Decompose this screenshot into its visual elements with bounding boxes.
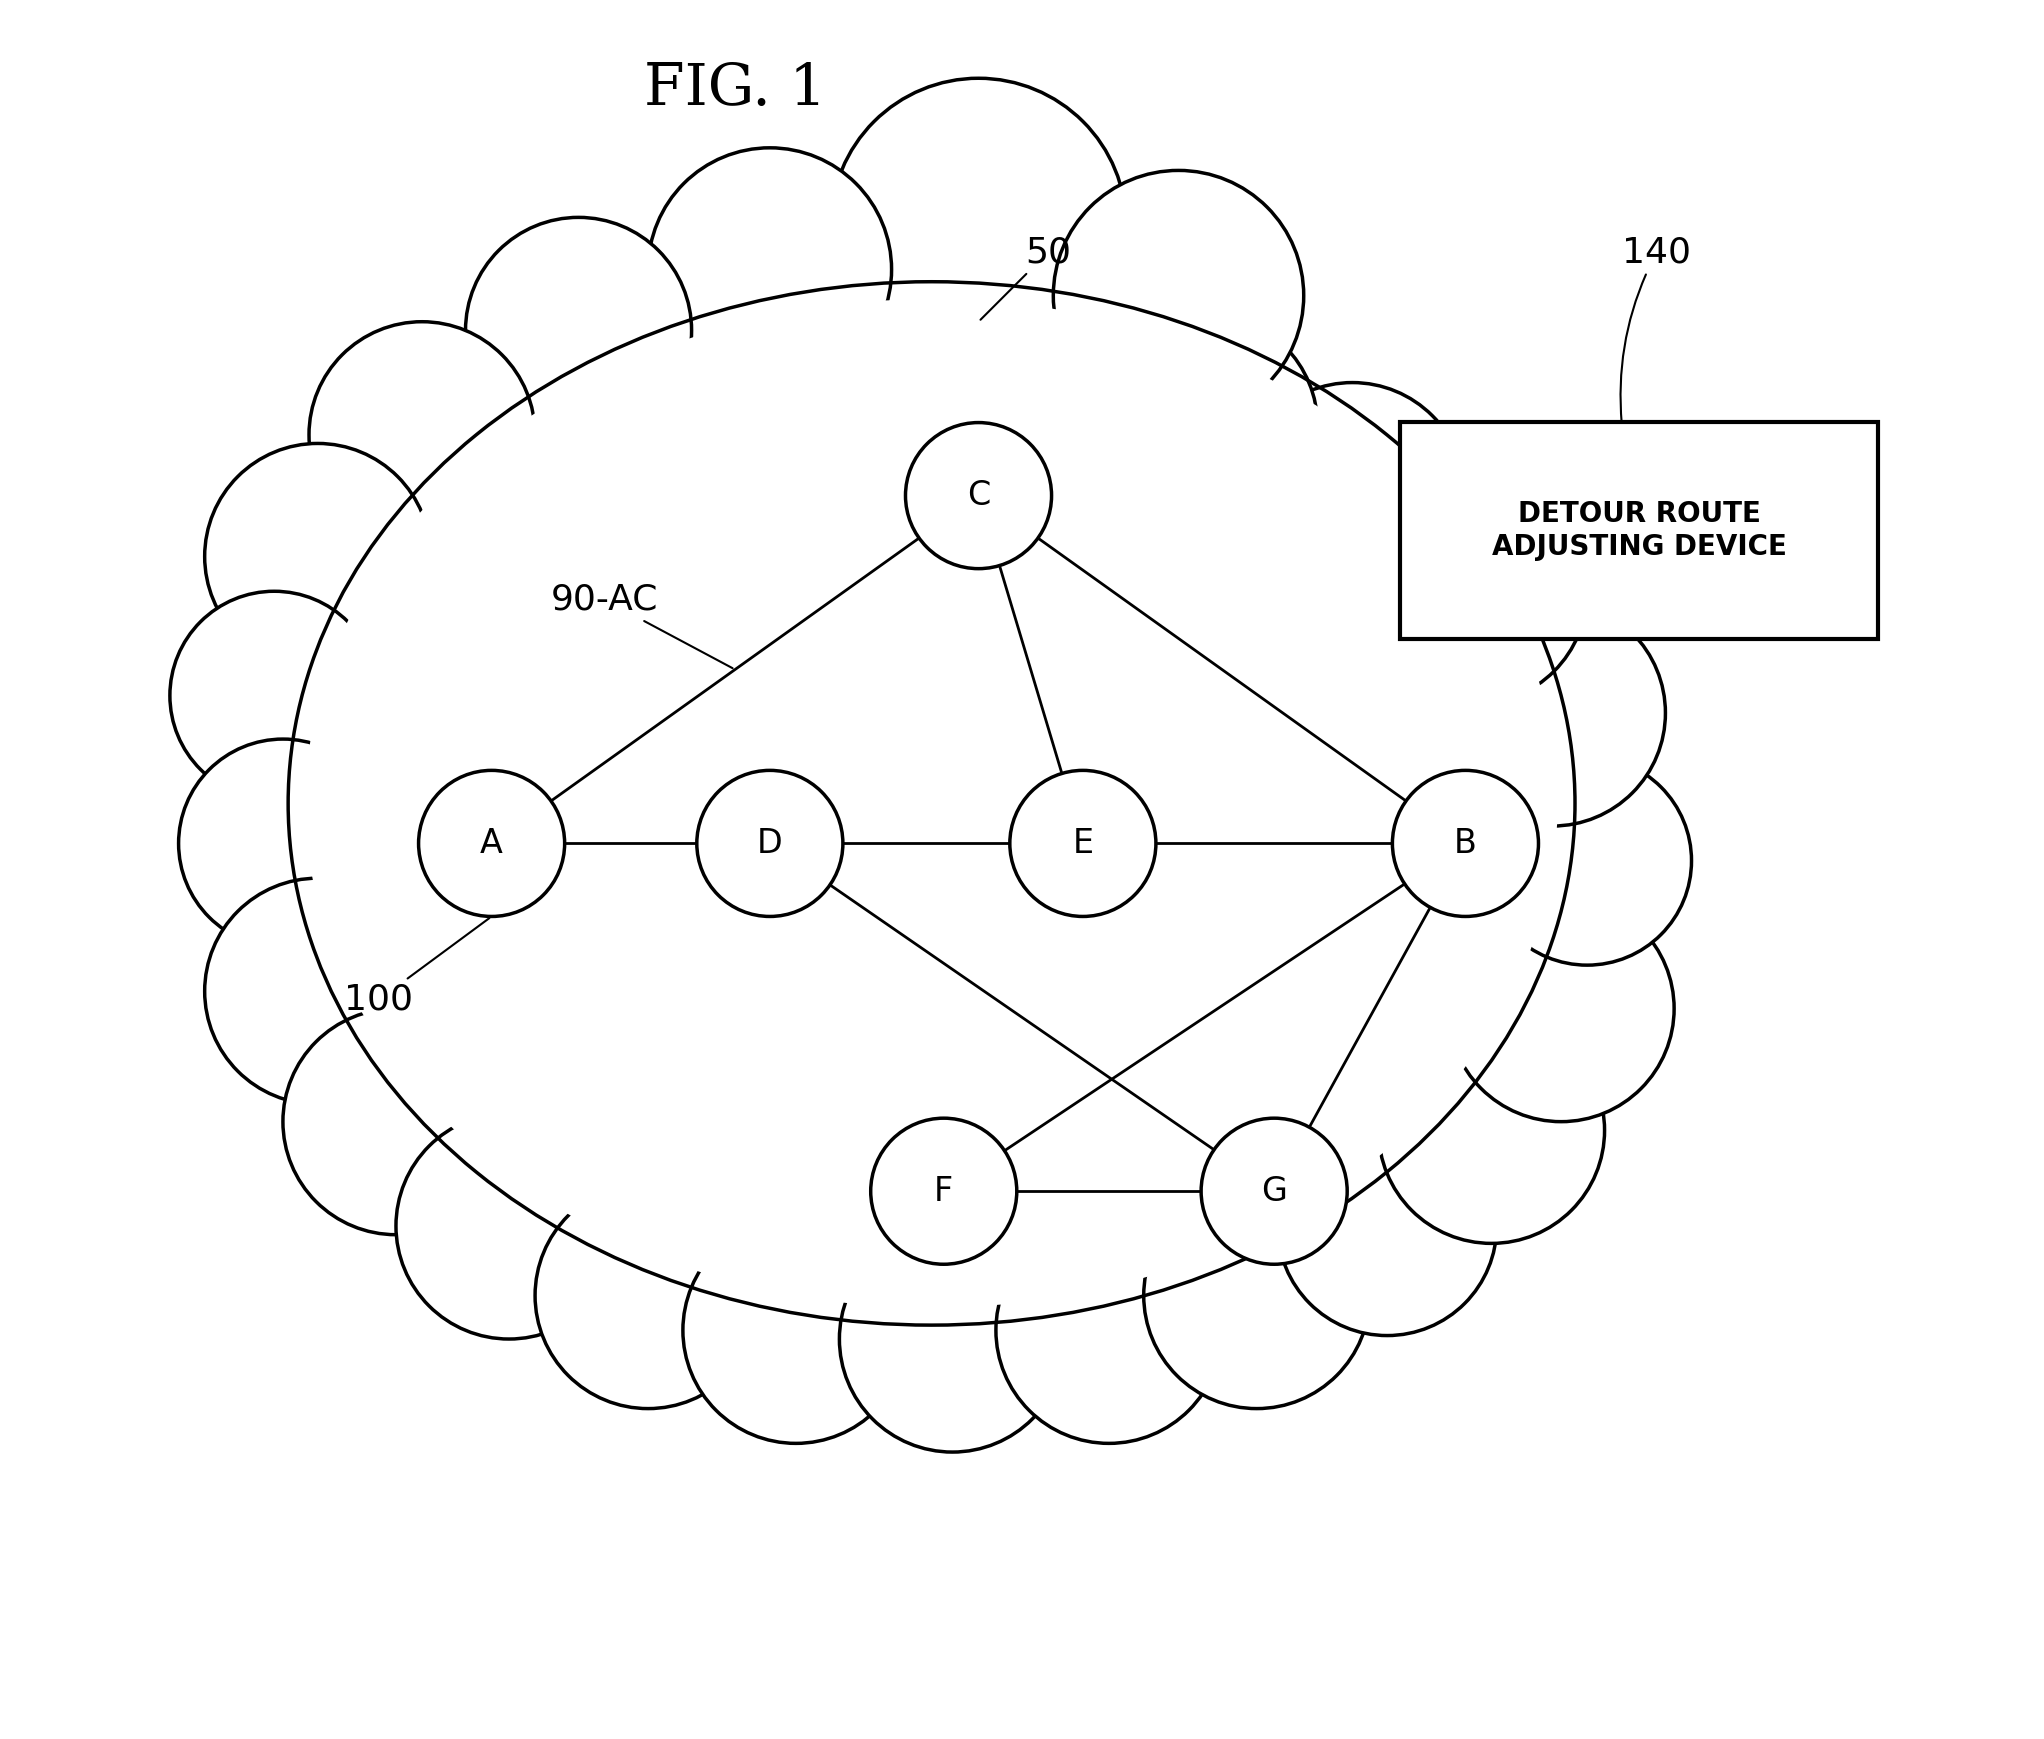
Text: A: A — [480, 828, 503, 859]
Circle shape — [1439, 600, 1666, 826]
Circle shape — [397, 1113, 621, 1339]
Ellipse shape — [305, 299, 1558, 1308]
Circle shape — [1053, 170, 1304, 421]
Circle shape — [204, 878, 431, 1104]
Ellipse shape — [288, 282, 1576, 1325]
Circle shape — [683, 1217, 910, 1443]
Text: G: G — [1261, 1176, 1288, 1207]
Circle shape — [995, 1217, 1222, 1443]
Circle shape — [1010, 770, 1157, 916]
Text: 100: 100 — [343, 918, 489, 1017]
Circle shape — [1145, 1183, 1369, 1409]
Circle shape — [830, 78, 1126, 374]
Text: E: E — [1073, 828, 1094, 859]
Text: DETOUR ROUTE
ADJUSTING DEVICE: DETOUR ROUTE ADJUSTING DEVICE — [1492, 501, 1786, 560]
Text: 140: 140 — [1621, 235, 1690, 423]
Circle shape — [1091, 313, 1318, 539]
Circle shape — [1278, 1116, 1496, 1336]
Circle shape — [309, 322, 536, 548]
Circle shape — [419, 770, 564, 916]
Circle shape — [1361, 478, 1588, 704]
Circle shape — [466, 217, 691, 443]
Text: B: B — [1453, 828, 1478, 859]
Text: C: C — [967, 480, 989, 511]
Text: 50: 50 — [981, 235, 1071, 320]
Circle shape — [871, 1118, 1016, 1264]
Text: FIG. 1: FIG. 1 — [644, 61, 826, 117]
Circle shape — [536, 1183, 760, 1409]
Circle shape — [1392, 770, 1539, 916]
Circle shape — [1482, 756, 1692, 965]
Circle shape — [282, 1009, 509, 1235]
Circle shape — [1378, 1017, 1605, 1243]
Circle shape — [840, 1226, 1065, 1452]
Circle shape — [204, 443, 431, 670]
Text: F: F — [934, 1176, 953, 1207]
Circle shape — [1239, 383, 1466, 609]
Circle shape — [178, 739, 386, 948]
Circle shape — [697, 770, 842, 916]
Circle shape — [1447, 896, 1674, 1122]
Circle shape — [1202, 1118, 1347, 1264]
Text: D: D — [756, 828, 783, 859]
Circle shape — [170, 591, 378, 800]
Circle shape — [648, 148, 891, 391]
Circle shape — [905, 423, 1051, 569]
Text: 90-AC: 90-AC — [552, 583, 732, 668]
FancyBboxPatch shape — [1400, 421, 1878, 638]
